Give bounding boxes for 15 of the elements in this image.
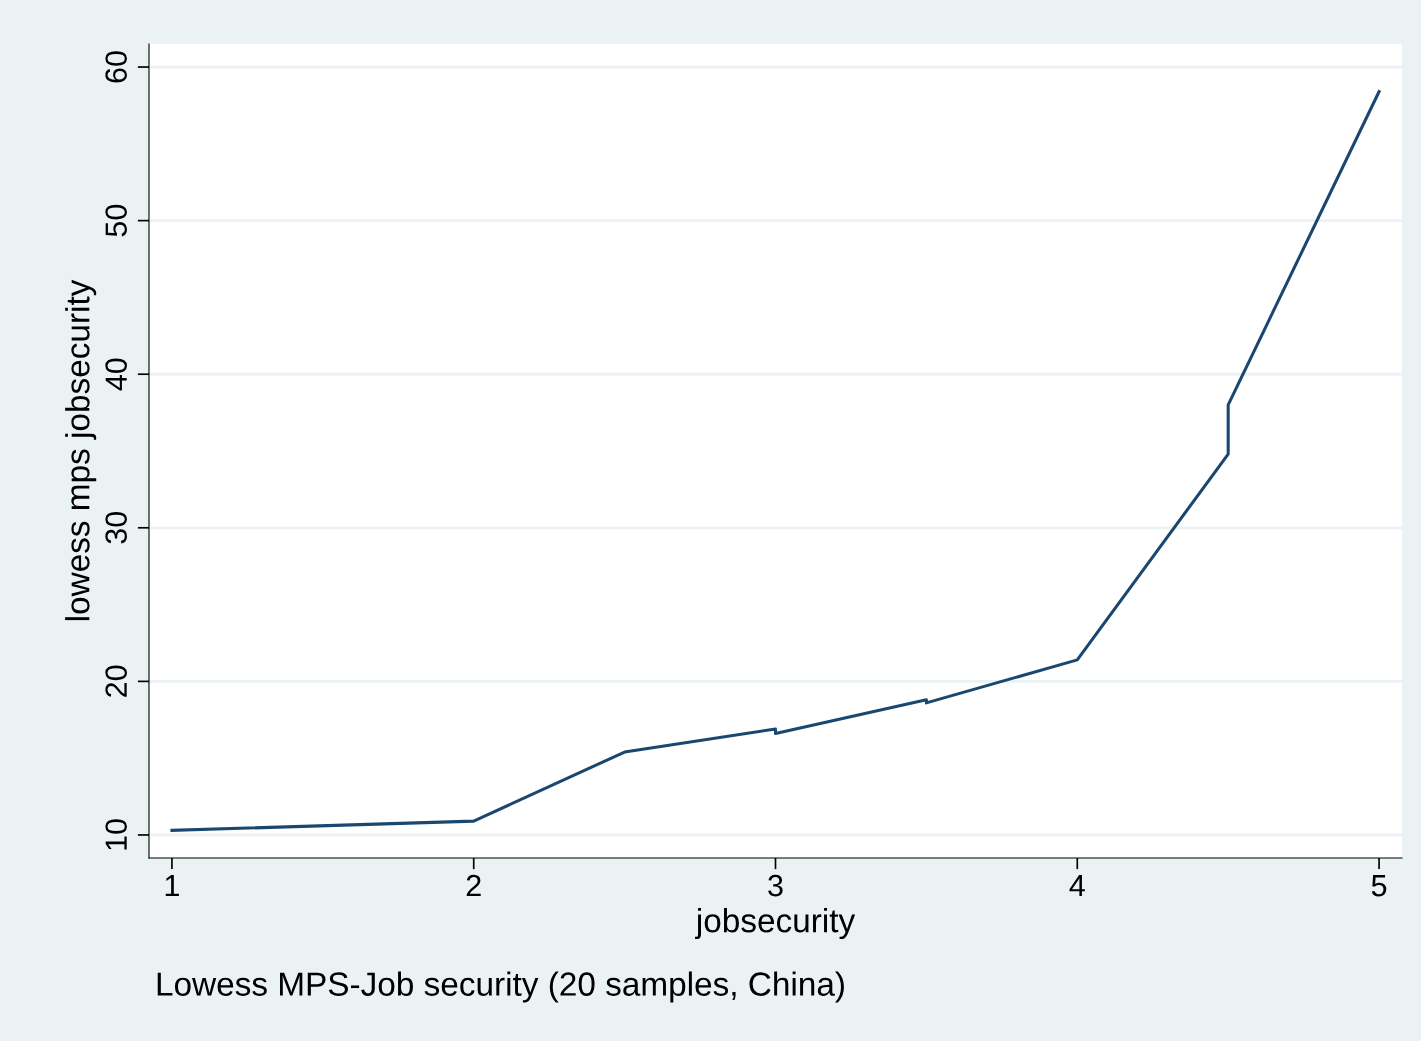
text: Lowess MPS-Job security (20 samples, China): [157, 971, 844, 1003]
x-tick-label: 5: [1371, 875, 1387, 897]
y-tick-label: 20: [105, 665, 127, 697]
line-series: [170, 90, 1381, 832]
x-axis-title: jobsecurity: [695, 908, 856, 940]
y-tick-label: 40: [105, 358, 127, 391]
x-tick-label: 2: [466, 874, 481, 897]
y-tick-label: 50: [105, 204, 127, 237]
y-tick-label: 30: [105, 511, 127, 544]
x-tick-label: 4: [1069, 875, 1085, 897]
y-tick-label: 10: [105, 819, 127, 850]
x-tick-label: 3: [768, 874, 783, 897]
y-tick-label: 60: [105, 51, 127, 83]
x-tick-label: 1: [165, 875, 179, 897]
y-axis-title: lowess mps jobsecurity: [65, 279, 97, 621]
